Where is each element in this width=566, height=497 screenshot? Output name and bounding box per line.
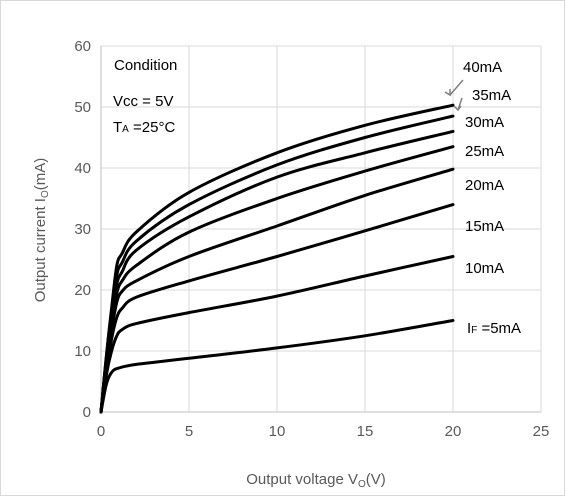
arrow-35ma-head	[453, 105, 462, 112]
series-line-40ma	[99, 103, 455, 414]
series-label-40ma: 40mA	[463, 59, 502, 76]
ta-sub: A	[122, 124, 129, 135]
x-axis-title: Output voltage VO(V)	[246, 471, 386, 490]
series-line-10ma	[99, 255, 455, 414]
y-tick-label-20: 20	[74, 282, 91, 299]
series-label-if-5ma: IF =5mA	[467, 320, 521, 337]
series-line-if-5ma	[99, 319, 455, 414]
arrow-40ma-head	[444, 89, 451, 97]
x-tick-label-25: 25	[533, 423, 550, 440]
x-tick-label-15: 15	[357, 423, 374, 440]
series-label-20ma: 20mA	[465, 177, 504, 194]
series-label-main: 10mA	[465, 260, 504, 277]
y-tick-label-10: 10	[74, 343, 91, 360]
x-tick-label-10: 10	[269, 423, 286, 440]
series-label-sub: F	[471, 325, 477, 336]
series-label-10ma: 10mA	[465, 260, 504, 277]
series-label-main: 25mA	[465, 143, 504, 160]
series-label-15ma: 15mA	[465, 218, 504, 235]
y-tick-label-60: 60	[74, 38, 91, 55]
y-axis-title: Output current IO(mA)	[32, 158, 51, 303]
axis-layer: 0 5 10 15 20 25 0 10 20 30 40 50 60	[74, 38, 549, 440]
series-label-25ma: 25mA	[465, 143, 504, 160]
ta-tail: =25°C	[129, 119, 176, 136]
arrow-40ma	[449, 79, 464, 96]
y-tick-label-50: 50	[74, 99, 91, 116]
y-tick-label-40: 40	[74, 160, 91, 177]
x-tick-label-20: 20	[445, 423, 462, 440]
series-layer: IF =5mA 10mA 15mA 20mA 25mA 30mA 35mA 40mA	[99, 59, 521, 414]
series-label-main: 20mA	[465, 177, 504, 194]
series-label-35ma: 35mA	[472, 87, 511, 104]
grid-layer	[101, 45, 542, 412]
vcc-label: Vcc = 5V	[113, 93, 173, 110]
series-label-main: 15mA	[465, 218, 504, 235]
series-label-tail: =5mA	[477, 320, 521, 337]
condition-label: Condition	[114, 57, 177, 74]
ta-label: TA =25°C	[113, 119, 175, 136]
series-label-main: I	[467, 320, 471, 337]
ta-main: T	[113, 119, 122, 136]
y-tick-label-30: 30	[74, 221, 91, 238]
x-tick-label-5: 5	[185, 423, 193, 440]
series-label-main: 35mA	[472, 87, 511, 104]
series-label-main: 30mA	[465, 114, 504, 131]
x-tick-label-0: 0	[97, 423, 105, 440]
series-label-30ma: 30mA	[465, 114, 504, 131]
y-tick-label-0: 0	[83, 404, 91, 421]
series-label-main: 40mA	[463, 59, 502, 76]
